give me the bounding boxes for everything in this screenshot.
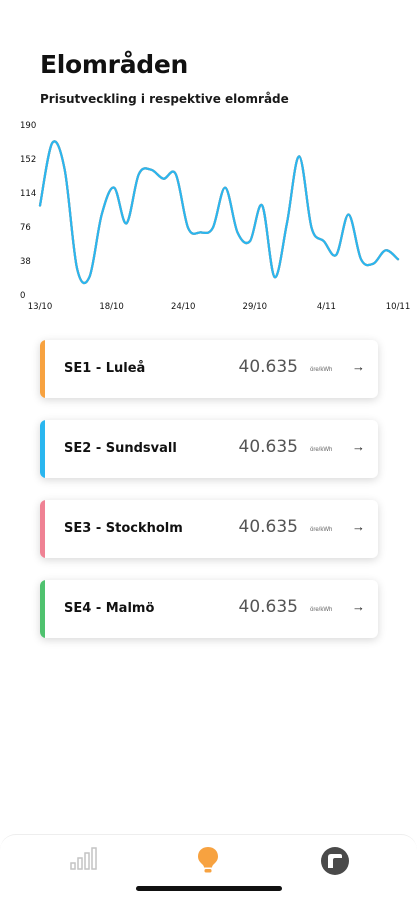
arrow-right-icon: → <box>352 359 365 374</box>
area-color-bar <box>40 420 45 478</box>
tab-areas[interactable] <box>163 835 253 885</box>
series-line-4 <box>38 140 400 285</box>
y-tick-label: 0 <box>20 291 25 301</box>
x-tick-label: 18/10 <box>99 302 124 312</box>
area-color-bar <box>40 340 45 398</box>
area-price-unit: öre/kWh <box>310 447 333 453</box>
area-card-se4[interactable]: SE4 - Malmö 40.635 öre/kWh → <box>40 580 378 638</box>
area-name: SE3 - Stockholm <box>64 521 183 536</box>
page-subtitle: Prisutveckling i respektive elområde <box>40 92 289 106</box>
area-name: SE2 - Sundsvall <box>64 441 177 456</box>
y-tick-label: 76 <box>20 223 31 233</box>
price-chart: 190 152 114 76 38 013/10 18/10 24/10 29/10 4/11 10… <box>20 121 411 312</box>
lightbulb-icon <box>198 847 218 873</box>
x-tick-label: 13/10 <box>28 302 53 312</box>
area-color-bar <box>40 580 45 638</box>
y-tick-label: 152 <box>20 155 36 165</box>
bar-chart-icon <box>70 847 97 870</box>
account-icon <box>321 847 349 875</box>
area-name: SE1 - Luleå <box>64 361 146 376</box>
area-price-unit: öre/kWh <box>310 527 333 533</box>
x-tick-label: 10/11 <box>386 302 411 312</box>
area-color-bar <box>40 500 45 558</box>
tab-statistics[interactable] <box>38 835 128 885</box>
y-tick-label: 38 <box>20 257 31 267</box>
arrow-right-icon: → <box>352 519 365 534</box>
area-name: SE4 - Malmö <box>64 601 155 616</box>
area-price: 40.635 <box>238 437 298 457</box>
tab-account[interactable] <box>290 835 380 885</box>
area-price: 40.635 <box>238 517 298 537</box>
y-tick-label: 190 <box>20 121 36 131</box>
x-tick-label: 29/10 <box>243 302 268 312</box>
y-tick-label: 114 <box>20 189 36 199</box>
area-price-unit: öre/kWh <box>310 607 333 613</box>
arrow-right-icon: → <box>352 439 365 454</box>
page-title: Elområden <box>40 50 189 79</box>
home-indicator <box>136 886 282 891</box>
area-card-se1[interactable]: SE1 - Luleå 40.635 öre/kWh → <box>40 340 378 398</box>
area-card-se2[interactable]: SE2 - Sundsvall 40.635 öre/kWh → <box>40 420 378 478</box>
x-tick-label: 4/11 <box>317 302 336 312</box>
arrow-right-icon: → <box>352 599 365 614</box>
area-card-se3[interactable]: SE3 - Stockholm 40.635 öre/kWh → <box>40 500 378 558</box>
x-tick-label: 24/10 <box>171 302 196 312</box>
area-price-unit: öre/kWh <box>310 367 333 373</box>
area-price: 40.635 <box>238 357 298 377</box>
area-price: 40.635 <box>238 597 298 617</box>
